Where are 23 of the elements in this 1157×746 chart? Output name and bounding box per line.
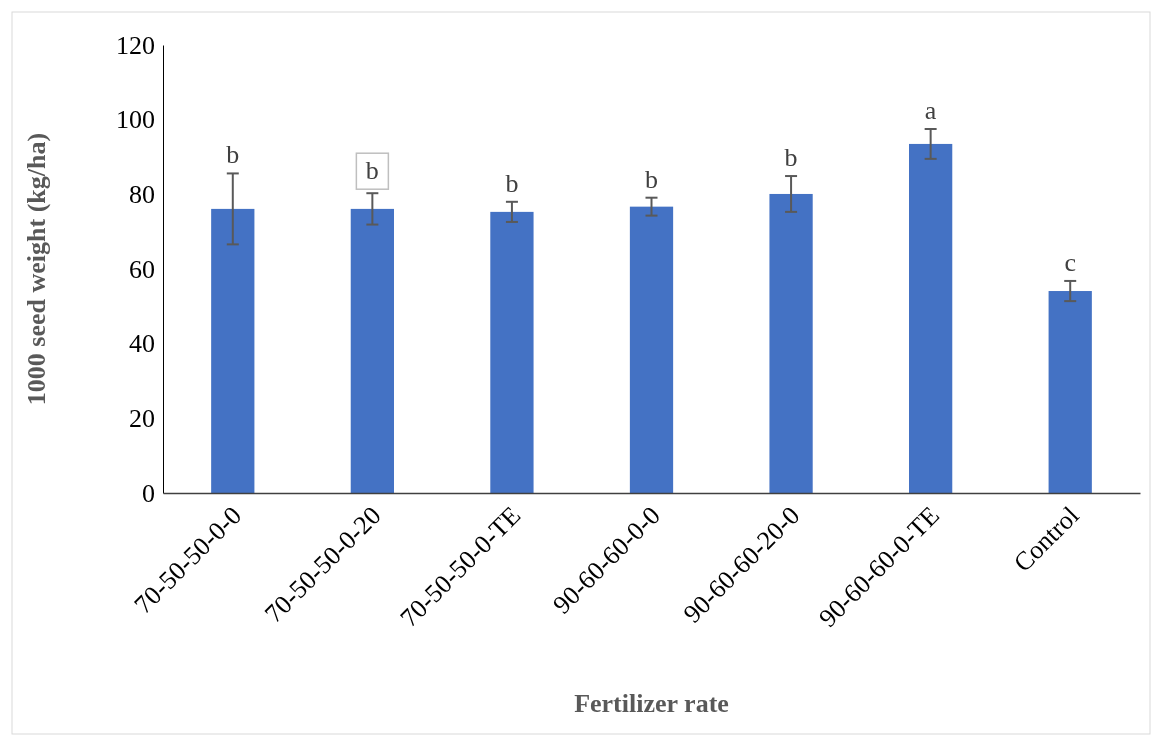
x-axis-title: Fertilizer rate: [574, 689, 729, 718]
y-tick-label: 60: [129, 254, 155, 284]
annotation: a: [924, 96, 937, 125]
bar: [490, 211, 534, 493]
annotation: c: [1064, 247, 1076, 277]
bar: [769, 193, 813, 493]
y-tick-label: 0: [142, 478, 155, 508]
y-tick-label: 100: [116, 105, 155, 135]
bar: [211, 208, 255, 493]
y-tick-label: 20: [129, 404, 155, 434]
bar: [629, 206, 674, 493]
annotation: b: [645, 164, 658, 194]
bar: [909, 143, 953, 493]
annotation: b: [505, 168, 519, 198]
y-tick-label: 40: [129, 329, 155, 359]
y-tick-label: 80: [129, 180, 155, 210]
annotation: b: [226, 140, 240, 170]
annotation: b: [784, 143, 798, 173]
bar: [1048, 291, 1092, 493]
y-tick-label: 120: [116, 30, 155, 60]
annotation: b: [365, 156, 379, 186]
bar: [350, 208, 394, 493]
y-axis-title: 1000 seed weight (kg/ha): [22, 132, 51, 406]
